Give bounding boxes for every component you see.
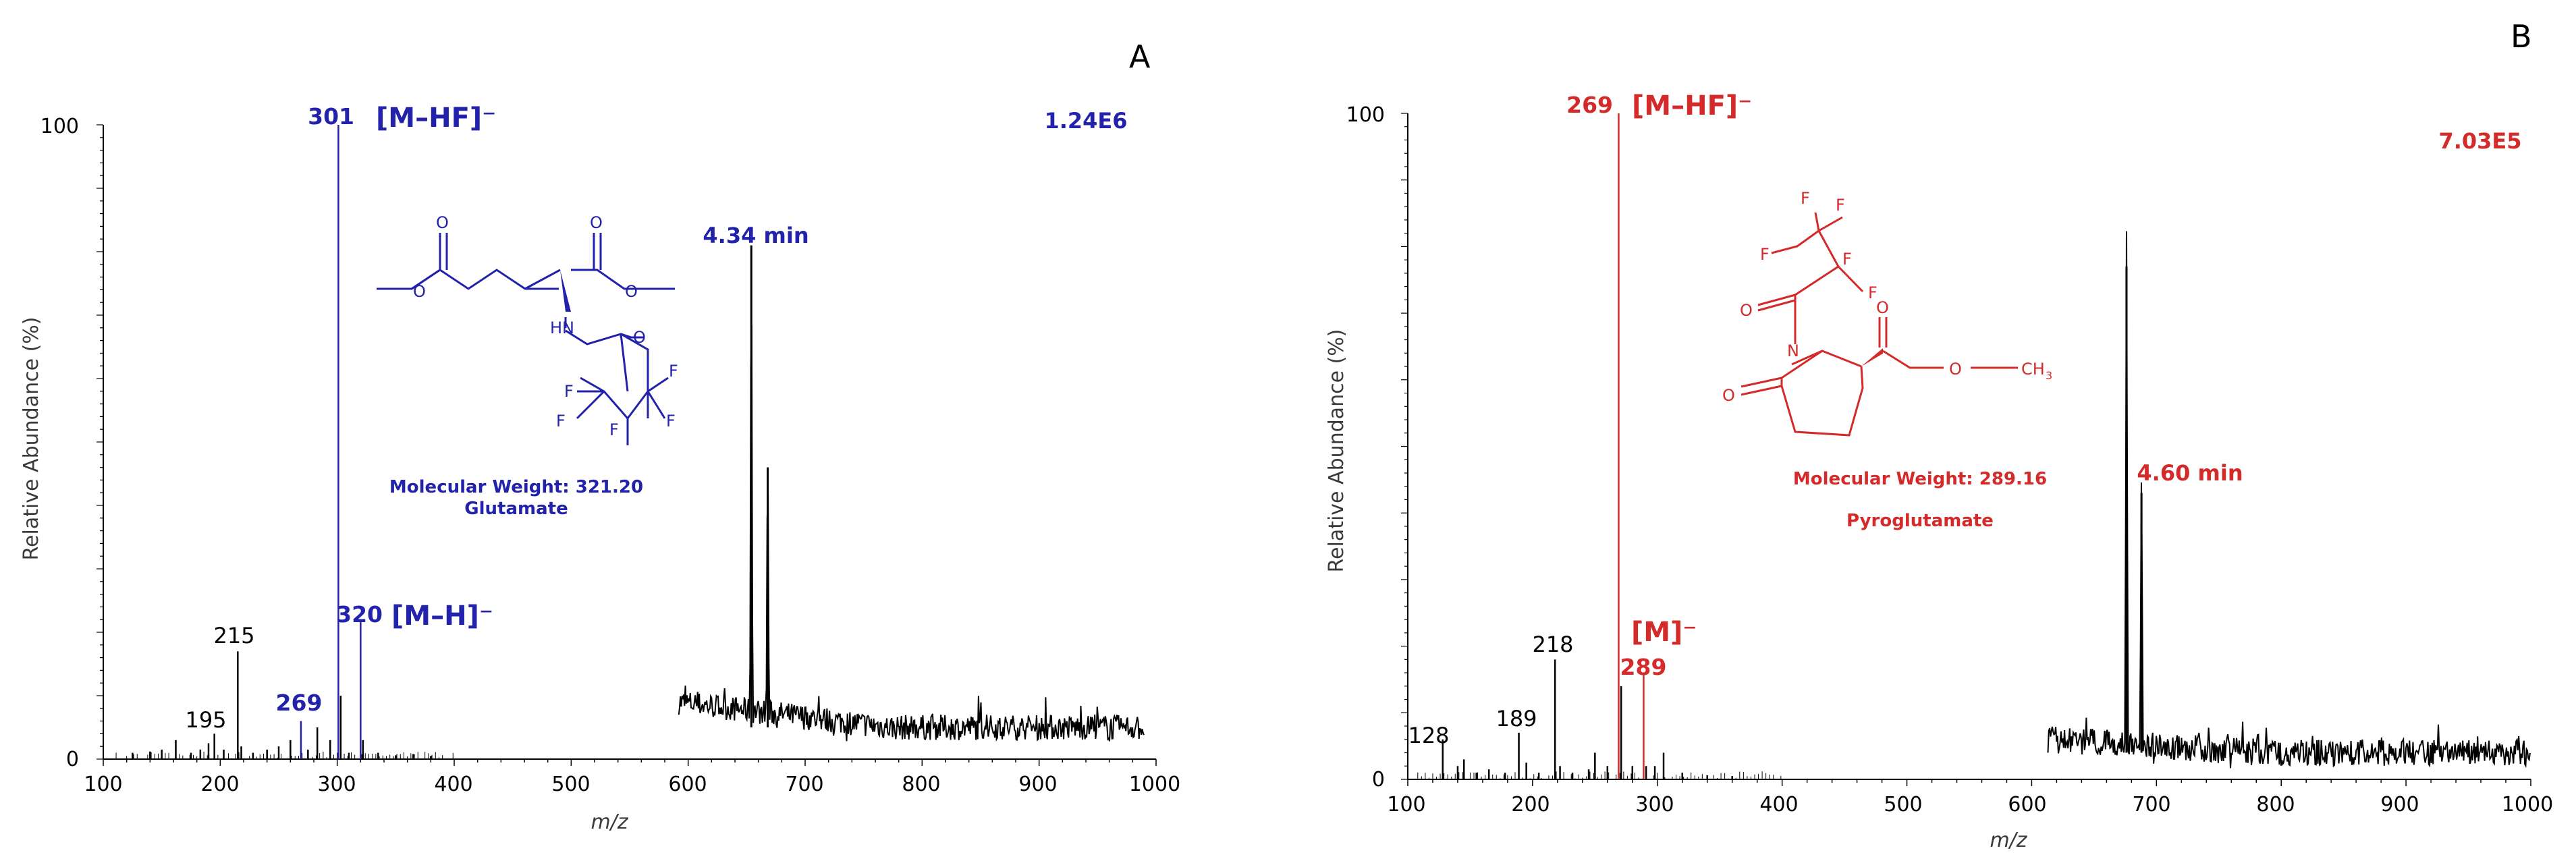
panel-a-xtick: 300 xyxy=(317,773,356,796)
panel-b-xtick: 800 xyxy=(2256,793,2295,816)
retention-time-label: 4.60 min xyxy=(2137,460,2243,486)
panel-a-peaks xyxy=(109,125,454,759)
panel-a-xtick: 1000 xyxy=(1129,773,1180,796)
panel-b-chromatogram-trace xyxy=(2047,231,2531,769)
intensity-label: 1.24E6 xyxy=(1044,108,1127,134)
svg-text:O: O xyxy=(590,213,603,232)
pyroglutamate-structure xyxy=(1741,212,2018,437)
panel-a-xtick: 400 xyxy=(434,773,472,796)
svg-text:3: 3 xyxy=(2046,369,2052,382)
peak-label: 269 xyxy=(1566,92,1613,118)
svg-text:F: F xyxy=(669,362,678,381)
panel-b-xtick: 200 xyxy=(1511,793,1550,816)
svg-text:F: F xyxy=(1842,250,1852,269)
svg-text:F: F xyxy=(1836,196,1845,215)
ion-label-m-hf: [M–HF]⁻ xyxy=(1632,90,1752,121)
peak-label: 195 xyxy=(185,707,226,733)
panel-a-chromatogram-trace xyxy=(678,325,1145,742)
svg-text:O: O xyxy=(1740,301,1753,320)
peak-label: 301 xyxy=(308,103,354,130)
svg-text:CH: CH xyxy=(2021,360,2045,379)
panel-b-peaks xyxy=(1413,113,1782,779)
panel-b-ylabel: Relative Abundance (%) xyxy=(1325,329,1348,573)
panel-a-label: A xyxy=(1129,38,1151,75)
ion-label-m-h: [M–H]⁻ xyxy=(391,601,493,632)
panel-b: B 0 100 100 200 300 400 500 600 700 800 … xyxy=(1325,18,2553,852)
peak-label: 128 xyxy=(1408,723,1449,748)
molecule-name: Pyroglutamate xyxy=(1846,511,1994,531)
pyroglutamate-atom-labels: F F F F F O N O O O CH 3 xyxy=(1722,189,2052,405)
panel-a-xtick: 100 xyxy=(84,773,122,796)
svg-text:F: F xyxy=(609,420,619,439)
svg-text:O: O xyxy=(625,282,638,301)
panel-b-label: B xyxy=(2511,18,2532,55)
panel-a-xtick: 500 xyxy=(551,773,590,796)
peak-label: 215 xyxy=(213,623,254,648)
svg-text:O: O xyxy=(1722,386,1735,405)
molecule-name: Glutamate xyxy=(464,499,568,519)
panel-b-xtick: 400 xyxy=(1759,793,1798,816)
peak-label: 320 xyxy=(336,601,383,628)
panel-b-xtick: 900 xyxy=(2380,793,2419,816)
panel-b-xlabel: m/z xyxy=(1990,829,2027,852)
svg-text:F: F xyxy=(556,412,566,431)
peak-label: 269 xyxy=(276,690,323,716)
svg-text:N: N xyxy=(1787,341,1799,360)
retention-time-label: 4.34 min xyxy=(703,223,809,248)
svg-text:HN: HN xyxy=(550,318,574,337)
panel-a-minor-ticks xyxy=(97,124,1157,766)
panel-b-xtick: 600 xyxy=(2008,793,2046,816)
svg-text:F: F xyxy=(564,382,574,401)
glutamate-atom-labels: O O O O HN O F F F F F xyxy=(413,213,678,439)
svg-text:O: O xyxy=(633,328,646,347)
panel-a-xtick: 700 xyxy=(785,773,823,796)
panel-b-chromatogram-spikes xyxy=(2125,267,2143,753)
panel-a-xlabel: m/z xyxy=(591,810,628,834)
molecular-weight-label: Molecular Weight: 289.16 xyxy=(1793,469,2047,489)
panel-b-ytick-100: 100 xyxy=(1346,103,1385,127)
svg-text:F: F xyxy=(666,412,676,431)
panel-a-chromatogram-spikes xyxy=(750,245,769,727)
molecular-weight-label: Molecular Weight: 321.20 xyxy=(389,477,643,497)
panel-b-xtick: 100 xyxy=(1387,793,1425,816)
wedge-bond-icon xyxy=(1861,348,1883,366)
panel-a-xtick: 200 xyxy=(200,773,239,796)
panel-b-xtick: 700 xyxy=(2132,793,2170,816)
svg-text:F: F xyxy=(1868,283,1878,302)
panel-a-ytick-100: 100 xyxy=(40,115,79,138)
panel-b-xtick: 300 xyxy=(1635,793,1674,816)
panel-a-xtick: 600 xyxy=(668,773,707,796)
panel-a-ylabel: Relative Abundance (%) xyxy=(20,317,43,561)
peak-label: 289 xyxy=(1620,654,1667,680)
svg-text:F: F xyxy=(1760,245,1770,264)
svg-text:O: O xyxy=(436,213,449,232)
panel-a: A 0 100 100 200 300 400 500 600 700 800 … xyxy=(20,38,1180,834)
panel-a-ytick-0: 0 xyxy=(66,748,79,771)
svg-text:O: O xyxy=(1949,360,1962,379)
svg-text:F: F xyxy=(1801,189,1810,208)
ion-label-m: [M]⁻ xyxy=(1631,617,1697,648)
peak-label: 189 xyxy=(1496,706,1537,731)
svg-text:O: O xyxy=(413,282,426,301)
panel-b-xtick: 500 xyxy=(1884,793,1922,816)
panel-b-minor-ticks xyxy=(1401,113,2531,786)
svg-text:O: O xyxy=(1876,298,1889,317)
ion-label-m-hf: [M–HF]⁻ xyxy=(376,103,496,134)
glutamate-structure xyxy=(377,233,675,445)
intensity-label: 7.03E5 xyxy=(2438,128,2521,154)
peak-label: 218 xyxy=(1532,632,1573,657)
panel-b-xtick: 1000 xyxy=(2502,793,2553,816)
panel-a-xtick: 800 xyxy=(902,773,940,796)
panel-b-ytick-0: 0 xyxy=(1372,768,1385,791)
panel-a-xtick: 900 xyxy=(1018,773,1057,796)
